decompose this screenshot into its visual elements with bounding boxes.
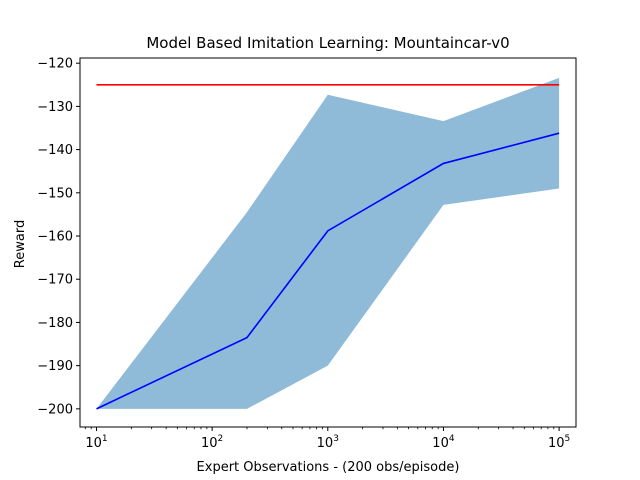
y-tick-label: −180 (37, 316, 73, 331)
y-tick-label: −140 (37, 143, 73, 158)
y-tick-label: −160 (37, 230, 73, 245)
y-tick-label: −190 (37, 359, 73, 374)
y-tick-label: −120 (37, 57, 73, 72)
x-axis: 101 102 103 104 105 (84, 427, 570, 451)
confidence-band (96, 77, 560, 409)
x-tick-label: 102 (201, 434, 223, 451)
plot-area (96, 77, 560, 410)
y-tick-label: −150 (37, 186, 73, 201)
y-axis-label: Reward (13, 220, 28, 268)
x-tick-label: 104 (432, 434, 455, 451)
chart-title: Model Based Imitation Learning: Mountain… (146, 34, 509, 52)
x-tick-label: 105 (548, 434, 570, 451)
x-tick-label: 101 (85, 434, 107, 451)
y-tick-label: −130 (37, 100, 73, 115)
y-axis: −120 −130 −140 −150 −160 −170 −180 −190 −200 (37, 57, 80, 417)
y-tick-label: −170 (37, 273, 73, 288)
y-tick-label: −200 (37, 402, 73, 417)
x-axis-label: Expert Observations - (200 obs/episode) (197, 460, 460, 475)
x-tick-label: 103 (317, 434, 339, 451)
reward-line (96, 132, 560, 410)
